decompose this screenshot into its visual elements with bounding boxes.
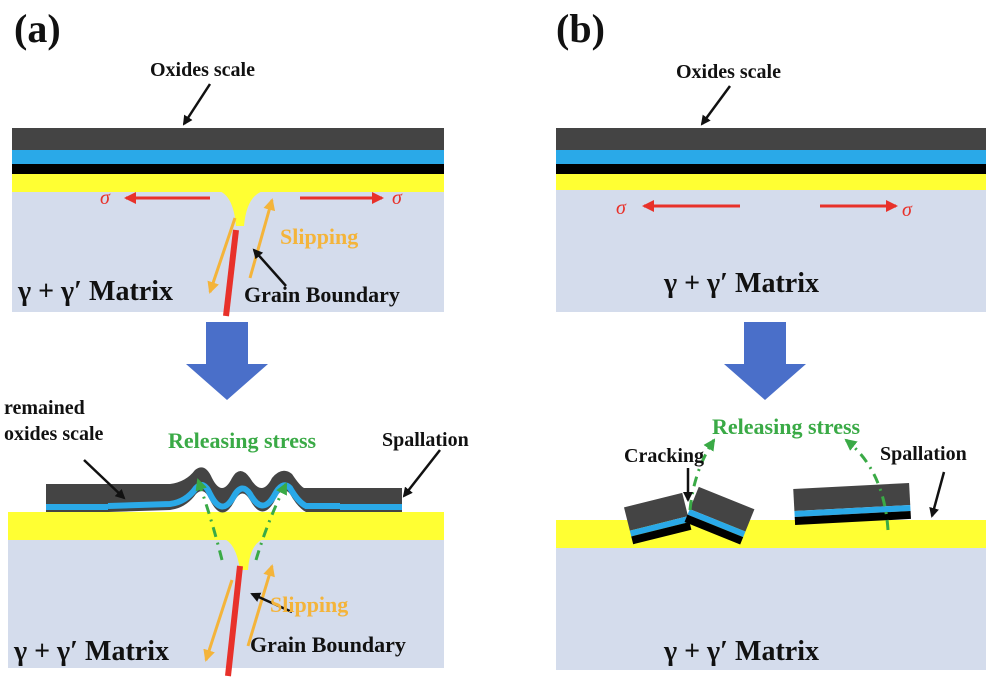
panel-a-top-diagram: [12, 83, 444, 317]
grain-boundary-label: Grain Boundary: [250, 632, 406, 657]
oxide-segment-blue: [46, 504, 108, 510]
black-layer: [556, 164, 986, 174]
panel-b-label: (b): [556, 6, 605, 51]
slip-arrow-up: [246, 564, 275, 647]
oxides-scale-label: Oxides scale: [150, 59, 255, 81]
dark-oxide-layer: [12, 128, 444, 150]
remained-pointer: [83, 459, 126, 500]
slip-arrow-up: [248, 198, 276, 279]
process-arrow: [724, 322, 806, 400]
grain-boundary-label: Grain Boundary: [244, 282, 400, 307]
slip-arrow-down: [207, 217, 237, 294]
panel-a-label: (a): [14, 6, 61, 51]
panel-b-bottom-diagram: [556, 438, 986, 670]
panel-b-top-diagram: [556, 85, 986, 312]
panel-a: (a) Oxides scale σ σ Slipping γ + γ′ Mat…: [4, 6, 469, 677]
yellow-wedge: [222, 538, 266, 570]
blue-layer: [12, 150, 444, 164]
matrix-block: [556, 190, 986, 312]
blue-layer: [556, 150, 986, 164]
matrix-label: γ + γ′ Matrix: [13, 636, 169, 667]
yellow-layer: [556, 174, 986, 190]
grain-boundary-line: [225, 565, 243, 677]
slipping-label: Slipping: [280, 224, 358, 249]
cracking-label: Cracking: [624, 445, 704, 467]
yellow-wedge: [215, 190, 268, 226]
sigma-left-label: σ: [616, 197, 627, 219]
releasing-stress-label: Releasing stress: [712, 414, 861, 439]
panel-a-bottom-diagram: [8, 449, 444, 677]
spallation-pointer: [402, 449, 441, 498]
matrix-label: γ + γ′ Matrix: [17, 276, 173, 307]
release-arrow-left: [688, 438, 716, 511]
cracked-piece-right: [684, 486, 755, 545]
cracked-piece-left: [623, 492, 692, 545]
spallation-pointer: [929, 471, 946, 518]
yellow-layer: [12, 174, 444, 192]
releasing-stress-label: Releasing stress: [168, 428, 317, 453]
release-arrow-left: [195, 478, 224, 561]
grain-boundary-line: [223, 229, 239, 317]
sigma-right-label: σ: [392, 187, 403, 209]
oxide-pointer-arrow: [700, 85, 732, 126]
yellow-layer: [8, 512, 444, 540]
spallation-label: Spallation: [382, 429, 469, 451]
oxides-scale-label: Oxides scale: [676, 61, 781, 83]
matrix-label: γ + γ′ Matrix: [663, 268, 819, 299]
process-arrow: [186, 322, 268, 400]
remained-label-line1: remained: [4, 397, 85, 419]
remained-label-line2: oxides scale: [4, 423, 104, 445]
slip-arrow-down: [203, 579, 234, 662]
sigma-right-label: σ: [902, 199, 913, 221]
release-arrow-right: [254, 482, 288, 561]
sigma-left-label: σ: [100, 187, 111, 209]
oxide-segment-blue: [340, 504, 402, 510]
matrix-block: [556, 546, 986, 670]
yellow-layer: [556, 520, 986, 548]
dark-oxide-layer: [556, 128, 986, 150]
oxide-pointer-arrow: [182, 83, 212, 126]
matrix-label: γ + γ′ Matrix: [663, 636, 819, 667]
slipping-label: Slipping: [270, 592, 348, 617]
spalled-piece: [793, 482, 911, 526]
spallation-label: Spallation: [880, 443, 967, 465]
panel-b: (b) Oxides scale σ σ γ + γ′ Matrix: [556, 6, 986, 670]
release-arrow-right: [844, 438, 890, 531]
grain-boundary-pointer: [252, 248, 287, 287]
black-layer: [12, 164, 444, 174]
grain-boundary-pointer: [250, 592, 293, 614]
